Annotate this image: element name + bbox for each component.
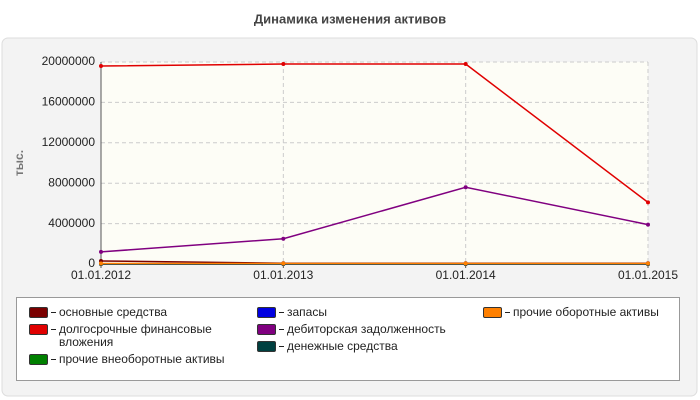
point xyxy=(646,200,650,205)
legend-swatch xyxy=(257,324,276,335)
legend-dash xyxy=(51,312,56,313)
x-tick-label: 01.01.2013 xyxy=(253,268,313,282)
legend-item: денежные средства xyxy=(257,340,472,353)
point xyxy=(646,261,650,266)
legend-label: запасы xyxy=(287,305,327,319)
series-line xyxy=(100,63,649,203)
y-axis-label: тыс. xyxy=(12,150,26,176)
legend-swatch xyxy=(257,341,276,352)
y-tick-label: 4000000 xyxy=(48,216,95,230)
y-tick-label: 8000000 xyxy=(48,175,95,189)
legend: основные средства долгосрочные финансовые… xyxy=(16,297,680,381)
plot-area xyxy=(101,62,648,264)
legend-label: денежные средства xyxy=(287,339,398,353)
point xyxy=(281,62,286,67)
legend-item: дебиторская задолженность xyxy=(257,323,472,336)
y-tick-label: 12000000 xyxy=(42,135,96,149)
point xyxy=(463,185,468,190)
legend-swatch xyxy=(29,354,48,365)
y-tick-label: 20000000 xyxy=(42,54,96,68)
x-tick-label: 01.01.2014 xyxy=(436,268,496,282)
chart-title: Динамика изменения активов xyxy=(254,11,446,26)
legend-dash xyxy=(279,312,284,313)
point xyxy=(99,64,103,69)
x-tick-label: 01.01.2015 xyxy=(618,268,678,282)
point xyxy=(281,261,286,266)
point xyxy=(463,62,468,67)
legend-column: основные средства долгосрочные финансовые… xyxy=(29,306,244,370)
legend-label: дебиторская задолженность xyxy=(287,322,446,336)
legend-dash xyxy=(279,346,284,347)
point xyxy=(99,261,103,266)
legend-swatch xyxy=(257,307,276,318)
point xyxy=(99,249,103,254)
legend-dash xyxy=(505,312,510,313)
x-tick-label: 01.01.2012 xyxy=(71,268,131,282)
legend-item: запасы xyxy=(257,306,472,319)
y-tick-label: 16000000 xyxy=(42,95,96,109)
point xyxy=(281,236,286,241)
legend-item: прочие внеоборотные активы xyxy=(29,353,244,366)
legend-item: долгосрочные финансовые вложения xyxy=(29,323,244,349)
legend-label: долгосрочные финансовые вложения xyxy=(59,322,212,349)
legend-label: основные средства xyxy=(59,305,168,319)
legend-label: прочие оборотные активы xyxy=(513,305,659,319)
point xyxy=(646,222,650,227)
point xyxy=(463,261,468,266)
legend-dash xyxy=(279,329,284,330)
y-tick-label: 0 xyxy=(88,256,95,270)
legend-dash xyxy=(51,359,56,360)
legend-item: прочие оборотные активы xyxy=(483,306,678,319)
legend-swatch xyxy=(29,307,48,318)
legend-column: запасы дебиторская задолженность денежные … xyxy=(257,306,472,357)
legend-swatch xyxy=(29,324,48,335)
legend-label: прочие внеоборотные активы xyxy=(59,352,225,366)
legend-item: основные средства xyxy=(29,306,244,319)
legend-column: прочие оборотные активы xyxy=(483,306,678,323)
legend-swatch xyxy=(483,307,502,318)
legend-dash xyxy=(51,329,56,330)
series-line xyxy=(100,186,649,253)
